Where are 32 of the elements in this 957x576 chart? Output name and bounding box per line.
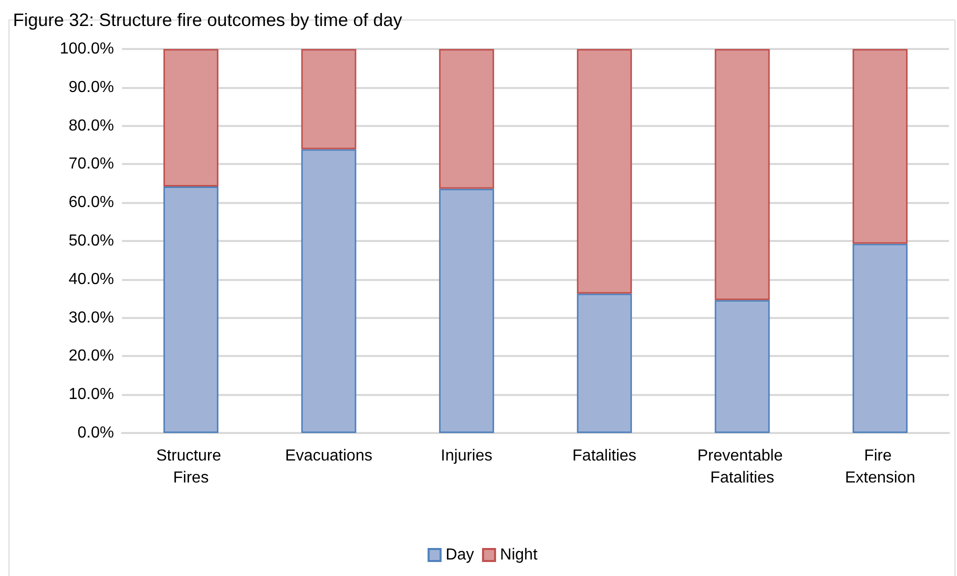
bar (163, 49, 218, 186)
bar (301, 149, 356, 433)
y-tick-label: 30.0% (68, 309, 114, 326)
bar (714, 300, 770, 433)
y-tick-label: 50.0% (68, 232, 114, 250)
y-tick-label: 90.0% (68, 78, 114, 96)
x-tick-label: Fatalities (572, 448, 636, 464)
x-tick-label: Fire Extension (844, 448, 916, 486)
bar (576, 294, 632, 433)
y-tick-label: 0.0% (78, 424, 114, 442)
y-tick-label: 20.0% (68, 348, 114, 365)
bar (852, 244, 908, 433)
x-tick-label: Injuries (440, 448, 492, 464)
x-tick-label: Evacuations (285, 448, 372, 464)
bar (576, 49, 632, 294)
bar (852, 49, 908, 244)
y-tick-label: 40.0% (68, 270, 114, 288)
y-tick-label: 100.0% (60, 40, 114, 58)
y-tick-label: 10.0% (68, 386, 114, 404)
legend-label: Night (500, 546, 538, 564)
bar (439, 188, 494, 433)
chart-title: Figure 32: Structure fire outcomes by time of day (13, 10, 402, 30)
x-tick-label: Preventable Fatalities (697, 448, 788, 486)
bar (163, 186, 218, 433)
y-tick-label: 60.0% (68, 194, 114, 212)
x-tick-label: Structure Fires (156, 448, 226, 486)
legend-label: Day (446, 546, 474, 564)
bar (439, 49, 494, 189)
bar (301, 49, 356, 150)
y-tick-label: 80.0% (68, 117, 114, 134)
y-tick-label: 70.0% (68, 156, 114, 173)
bar (714, 49, 770, 300)
